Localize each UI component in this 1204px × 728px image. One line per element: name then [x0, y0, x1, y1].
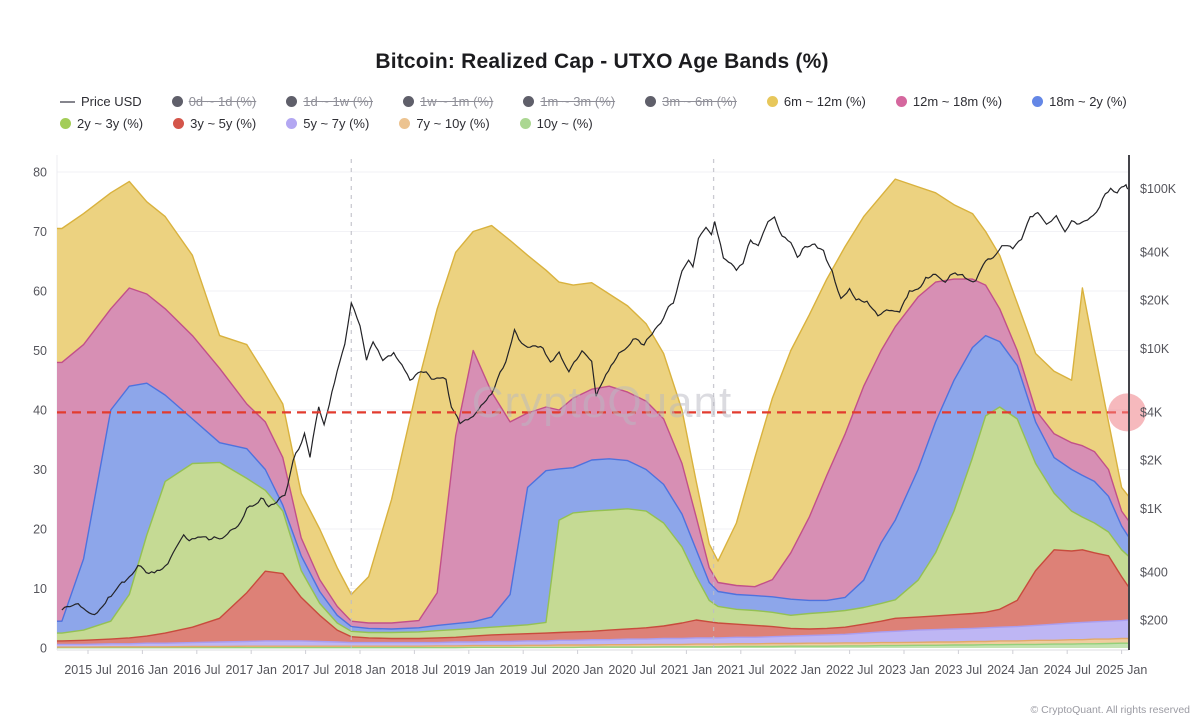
series-dot-swatch	[286, 96, 298, 107]
svg-text:70: 70	[33, 225, 47, 239]
svg-text:2021 Jan: 2021 Jan	[661, 663, 712, 677]
series-dot-swatch	[519, 118, 531, 129]
legend-item-1m-3m[interactable]: 1m ~ 3m (%)	[523, 93, 615, 110]
legend-item-7y-10y[interactable]: 7y ~ 10y (%)	[399, 115, 490, 132]
series-dot-swatch	[895, 96, 907, 107]
legend-item-label: 10y ~ (%)	[536, 116, 593, 131]
chart-title: Bitcoin: Realized Cap - UTXO Age Bands (…	[375, 50, 829, 73]
svg-text:2023 Jul: 2023 Jul	[935, 663, 982, 677]
legend-item-label: 6m ~ 12m (%)	[783, 94, 866, 109]
band-3y-5y	[57, 549, 1129, 645]
svg-text:2025 Jan: 2025 Jan	[1096, 663, 1147, 677]
svg-text:60: 60	[33, 285, 47, 299]
legend-item-label: 3y ~ 5y (%)	[190, 116, 257, 131]
legend-item-12m-18m[interactable]: 12m ~ 18m (%)	[895, 93, 1003, 110]
svg-text:2024 Jul: 2024 Jul	[1044, 663, 1091, 677]
svg-text:2018 Jul: 2018 Jul	[391, 663, 438, 677]
svg-text:2017 Jul: 2017 Jul	[282, 663, 329, 677]
legend-item-3y-5y[interactable]: 3y ~ 5y (%)	[173, 115, 256, 132]
legend-item-2y-3y[interactable]: 2y ~ 3y (%)	[60, 115, 143, 132]
svg-text:$4K: $4K	[1140, 406, 1163, 420]
price-line-swatch	[60, 100, 75, 103]
legend-item-label: 2y ~ 3y (%)	[77, 116, 144, 131]
svg-text:2020 Jul: 2020 Jul	[608, 663, 655, 677]
legend-item-label: 18m ~ 2y (%)	[1049, 94, 1127, 109]
legend-item-6m-12m[interactable]: 6m ~ 12m (%)	[766, 93, 866, 110]
price-line	[61, 183, 1129, 616]
legend-item-label: 1w ~ 1m (%)	[420, 94, 494, 109]
svg-text:2016 Jul: 2016 Jul	[173, 663, 220, 677]
svg-text:2017 Jan: 2017 Jan	[225, 663, 276, 677]
svg-text:2019 Jul: 2019 Jul	[500, 663, 547, 677]
svg-text:2018 Jan: 2018 Jan	[334, 663, 385, 677]
legend-item-0d-1d[interactable]: 0d ~ 1d (%)	[171, 93, 257, 110]
svg-text:20: 20	[33, 523, 47, 537]
svg-text:2022 Jan: 2022 Jan	[769, 663, 820, 677]
legend-item-18m-2y[interactable]: 18m ~ 2y (%)	[1032, 93, 1127, 110]
x-axis-labels: 2015 Jul 2016 Jan 2016 Jul 2017 Jan 2017 Jul…	[64, 650, 1147, 677]
svg-text:2019 Jan: 2019 Jan	[443, 663, 494, 677]
svg-text:2015 Jul: 2015 Jul	[64, 663, 111, 677]
svg-text:$2K: $2K	[1140, 454, 1163, 468]
svg-text:2016 Jan: 2016 Jan	[117, 663, 168, 677]
band-18m-2y	[57, 335, 1129, 634]
legend-item-price-usd[interactable]: Price USD	[60, 93, 142, 110]
band-5y-7y	[57, 620, 1129, 648]
legend-item-label: 5y ~ 7y (%)	[303, 116, 370, 131]
legend-item-3m-6m[interactable]: 3m ~ 6m (%)	[645, 93, 737, 110]
legend-item-label: Price USD	[81, 94, 142, 109]
legend-item-label: 7y ~ 10y (%)	[416, 116, 490, 131]
svg-text:$20K: $20K	[1140, 294, 1170, 308]
svg-text:30: 30	[33, 463, 47, 477]
series-dot-swatch	[523, 96, 535, 107]
legend-item-1d-1w[interactable]: 1d ~ 1w (%)	[286, 93, 373, 110]
svg-text:50: 50	[33, 344, 47, 358]
svg-text:$1K: $1K	[1140, 502, 1163, 516]
legend-item-1w-1m[interactable]: 1w ~ 1m (%)	[403, 93, 493, 110]
copyright: © CryptoQuant. All rights reserved	[1030, 704, 1190, 716]
svg-text:2020 Jan: 2020 Jan	[552, 663, 603, 677]
legend-item-label: 3m ~ 6m (%)	[662, 94, 737, 109]
series-dot-swatch	[173, 118, 185, 129]
svg-text:$100K: $100K	[1140, 182, 1177, 196]
left-axis-labels: 0 10 20 30 40 50 60 70 80	[33, 166, 47, 656]
band-6m-12m	[57, 179, 1129, 623]
series-dot-swatch	[399, 118, 411, 129]
svg-text:0: 0	[40, 642, 47, 656]
svg-text:$200: $200	[1140, 614, 1168, 628]
svg-text:2021 Jul: 2021 Jul	[717, 663, 764, 677]
legend-item-10y[interactable]: 10y ~ (%)	[519, 115, 593, 132]
age-bands	[57, 178, 1129, 649]
series-dot-swatch	[645, 96, 657, 107]
series-dot-swatch	[286, 118, 298, 129]
band-2y-3y	[57, 407, 1129, 641]
legend-item-label: 1d ~ 1w (%)	[303, 94, 373, 109]
series-dot-swatch	[60, 118, 71, 129]
svg-text:$400: $400	[1140, 566, 1168, 580]
series-dot-swatch	[171, 96, 183, 107]
legend-item-label: 12m ~ 18m (%)	[912, 94, 1003, 109]
series-dot-swatch	[1032, 96, 1044, 107]
svg-text:$10K: $10K	[1140, 342, 1170, 356]
svg-text:40: 40	[33, 404, 47, 418]
svg-text:2023 Jan: 2023 Jan	[878, 663, 929, 677]
svg-text:80: 80	[33, 166, 47, 180]
legend-item-label: 1m ~ 3m (%)	[540, 94, 616, 109]
legend: Price USD 0d ~ 1d (%) 1d ~ 1w (%) 1w ~ 1m (…	[60, 93, 1142, 132]
series-dot-swatch	[403, 96, 414, 107]
right-axis-labels: $100K $40K $20K $10K $4K $2K $1K $400 $200	[1140, 182, 1177, 628]
band-10y	[57, 643, 1129, 648]
threshold-end-marker	[1108, 393, 1146, 432]
svg-text:2024 Jan: 2024 Jan	[987, 663, 1038, 677]
legend-item-5y-7y[interactable]: 5y ~ 7y (%)	[286, 115, 369, 132]
band-12m-18m	[57, 279, 1129, 629]
svg-text:2022 Jul: 2022 Jul	[826, 663, 873, 677]
svg-text:10: 10	[33, 582, 47, 596]
svg-text:$40K: $40K	[1140, 246, 1170, 260]
legend-item-label: 0d ~ 1d (%)	[188, 94, 257, 109]
series-dot-swatch	[766, 96, 778, 107]
